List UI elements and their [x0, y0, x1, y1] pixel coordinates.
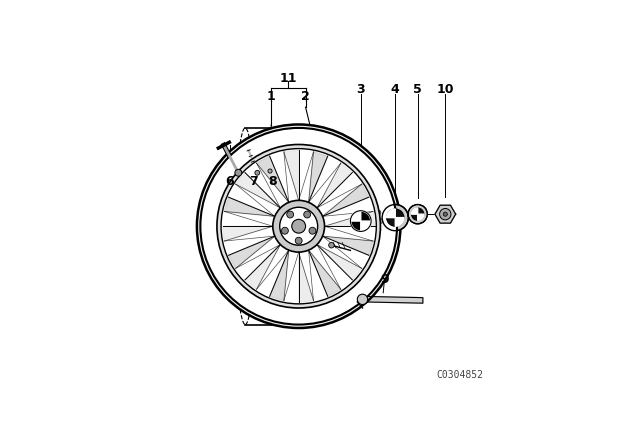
- Circle shape: [363, 238, 367, 243]
- Circle shape: [273, 200, 324, 252]
- Text: 5: 5: [413, 83, 422, 96]
- Circle shape: [376, 227, 381, 232]
- Text: 9: 9: [381, 273, 389, 286]
- Circle shape: [354, 199, 359, 204]
- Circle shape: [444, 212, 447, 216]
- Polygon shape: [223, 226, 273, 241]
- Circle shape: [329, 242, 334, 248]
- Circle shape: [287, 211, 294, 218]
- Circle shape: [217, 145, 380, 308]
- Circle shape: [255, 170, 260, 175]
- Circle shape: [408, 204, 428, 224]
- Polygon shape: [228, 236, 275, 268]
- Polygon shape: [435, 205, 456, 223]
- Circle shape: [382, 204, 408, 231]
- Polygon shape: [324, 211, 374, 226]
- Circle shape: [354, 238, 359, 243]
- Polygon shape: [361, 221, 371, 232]
- Text: 4: 4: [391, 83, 399, 96]
- Text: 10: 10: [436, 83, 454, 96]
- Circle shape: [371, 203, 376, 208]
- Circle shape: [292, 220, 305, 233]
- Polygon shape: [317, 245, 362, 280]
- Circle shape: [378, 219, 383, 224]
- Text: 8: 8: [269, 175, 277, 188]
- Polygon shape: [396, 218, 404, 226]
- Polygon shape: [317, 163, 353, 208]
- Circle shape: [235, 169, 242, 176]
- Circle shape: [309, 227, 316, 234]
- Polygon shape: [323, 236, 373, 255]
- Polygon shape: [387, 209, 396, 218]
- Polygon shape: [220, 226, 299, 310]
- Text: C0304852: C0304852: [436, 370, 483, 380]
- Circle shape: [346, 203, 351, 208]
- Circle shape: [268, 169, 272, 173]
- Polygon shape: [245, 245, 280, 289]
- Circle shape: [346, 234, 351, 239]
- Polygon shape: [308, 152, 328, 202]
- Text: 11: 11: [280, 72, 297, 85]
- Circle shape: [346, 207, 375, 236]
- Circle shape: [282, 227, 289, 234]
- Polygon shape: [308, 250, 341, 297]
- Circle shape: [295, 237, 302, 244]
- Circle shape: [197, 125, 401, 328]
- Ellipse shape: [357, 294, 367, 305]
- Circle shape: [412, 208, 424, 220]
- Polygon shape: [299, 252, 314, 302]
- Circle shape: [339, 219, 344, 224]
- Polygon shape: [284, 151, 299, 200]
- Text: 6: 6: [225, 175, 234, 188]
- Polygon shape: [323, 184, 369, 216]
- Text: 2: 2: [301, 90, 310, 103]
- Circle shape: [221, 149, 376, 304]
- Polygon shape: [257, 156, 289, 202]
- Polygon shape: [269, 250, 289, 301]
- Circle shape: [340, 227, 346, 232]
- Circle shape: [200, 128, 397, 324]
- Circle shape: [376, 210, 381, 215]
- Circle shape: [387, 209, 404, 226]
- Text: 1: 1: [267, 90, 275, 103]
- Circle shape: [371, 234, 376, 239]
- Circle shape: [339, 198, 383, 244]
- Circle shape: [363, 199, 367, 204]
- Polygon shape: [351, 211, 361, 221]
- Circle shape: [340, 210, 346, 215]
- Circle shape: [304, 211, 310, 218]
- Polygon shape: [224, 197, 275, 216]
- Polygon shape: [418, 214, 424, 220]
- Polygon shape: [236, 172, 280, 208]
- Polygon shape: [357, 296, 423, 303]
- Text: 3: 3: [356, 83, 365, 96]
- Polygon shape: [412, 208, 418, 214]
- Circle shape: [351, 211, 371, 232]
- Circle shape: [280, 207, 317, 245]
- Circle shape: [440, 208, 451, 220]
- Text: 7: 7: [250, 175, 258, 188]
